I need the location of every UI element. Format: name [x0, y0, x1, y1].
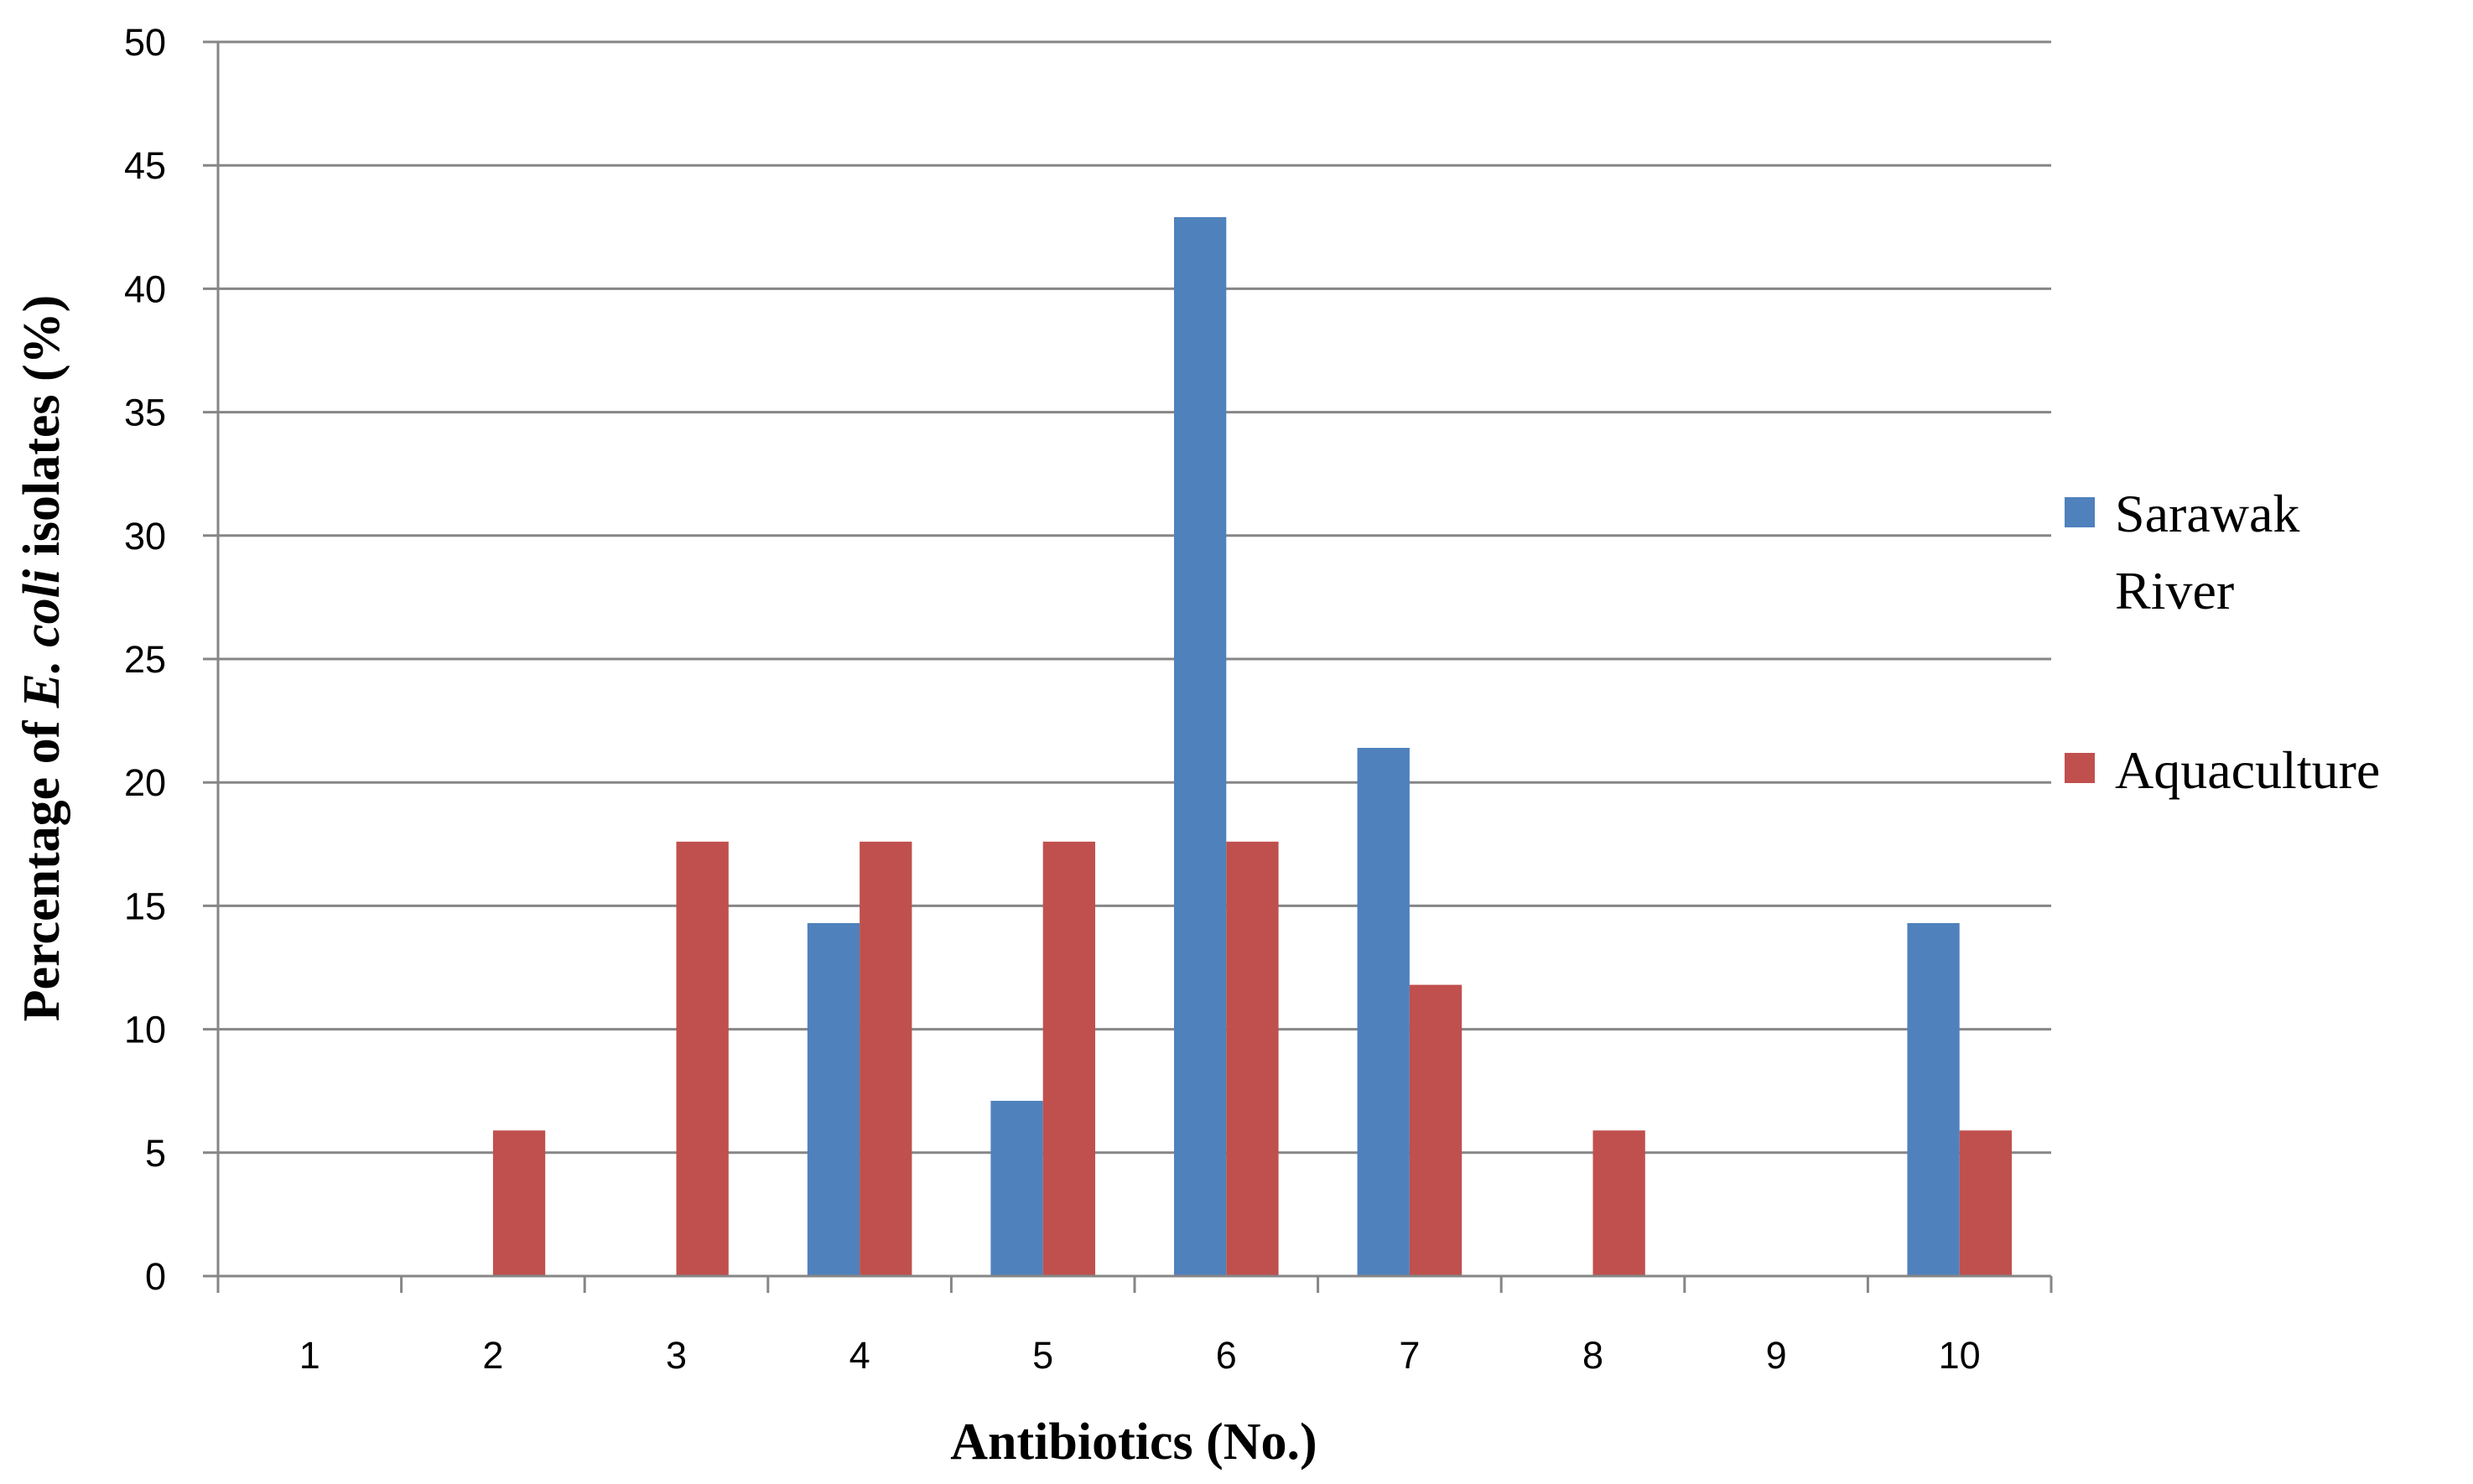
legend-label-aquaculture: Aquaculture: [2115, 740, 2380, 800]
legend-swatch-sarawak-river: [2065, 497, 2095, 527]
bar-aquaculture-6: [1226, 841, 1279, 1276]
bar-aquaculture-7: [1409, 984, 1462, 1276]
bar-aquaculture-3: [676, 841, 729, 1276]
x-tick-label-9: 9: [1766, 1334, 1787, 1377]
legend-label-sarawak-line2: River: [2115, 561, 2234, 620]
y-axis-title: Percentage of E. coli isolates (%): [13, 295, 70, 1022]
y-axis-title-part-1: Percentage of: [13, 708, 70, 1021]
x-tick-label-3: 3: [666, 1334, 687, 1377]
y-tick-label-30: 30: [124, 515, 166, 558]
y-tick-label-25: 25: [124, 638, 166, 681]
y-tick-label-5: 5: [145, 1132, 166, 1175]
y-tick-label-50: 50: [124, 21, 166, 64]
bar-sarawak-river-4: [807, 923, 860, 1276]
x-axis-title: Antibiotics (No.): [950, 1414, 1317, 1471]
legend-label-sarawak-river: Sarawak River: [2115, 484, 2313, 620]
legend-label-sarawak-line1: Sarawak: [2115, 484, 2299, 543]
bars: [492, 217, 2013, 1277]
bar-aquaculture-10: [1959, 1130, 2013, 1276]
y-tick-label-40: 40: [124, 267, 166, 310]
bar-sarawak-river-5: [990, 1100, 1043, 1276]
y-tick-label-45: 45: [124, 144, 166, 187]
x-tick-label-1: 1: [299, 1334, 320, 1377]
y-tick-label-20: 20: [124, 761, 166, 804]
bar-aquaculture-8: [1592, 1130, 1645, 1276]
gridlines: [218, 40, 2051, 1155]
x-tick-label-5: 5: [1032, 1334, 1053, 1377]
y-tick-label-0: 0: [145, 1255, 166, 1298]
axes: [203, 40, 2053, 1293]
y-tick-label-35: 35: [124, 392, 166, 434]
bar-aquaculture-5: [1042, 841, 1096, 1276]
x-tick-labels: 1 2 3 4 5 6 7 8 9 10: [299, 1334, 1981, 1377]
x-tick-label-7: 7: [1399, 1334, 1420, 1377]
x-tick-label-10: 10: [1939, 1334, 1981, 1377]
x-tick-label-4: 4: [849, 1334, 870, 1377]
x-tick-label-6: 6: [1216, 1334, 1237, 1377]
legend-swatch-aquaculture: [2065, 753, 2095, 783]
y-tick-label-15: 15: [124, 885, 166, 927]
legend: Sarawak River Aquaculture: [2065, 484, 2380, 800]
bar-sarawak-river-6: [1173, 217, 1227, 1277]
bar-sarawak-river-7: [1357, 747, 1410, 1276]
y-axis-title-part-3: isolates (%): [13, 295, 70, 569]
y-tick-label-10: 10: [124, 1009, 166, 1051]
x-tick-label-2: 2: [482, 1334, 503, 1377]
bar-sarawak-river-10: [1907, 923, 1960, 1276]
x-tick-label-8: 8: [1582, 1334, 1603, 1377]
y-tick-labels: 0 5 10 15 20 25 30 35 40 45 50: [124, 21, 166, 1298]
bar-aquaculture-4: [860, 841, 912, 1276]
bar-aquaculture-2: [492, 1130, 546, 1276]
y-axis-title-italic: E. coli: [13, 569, 70, 708]
